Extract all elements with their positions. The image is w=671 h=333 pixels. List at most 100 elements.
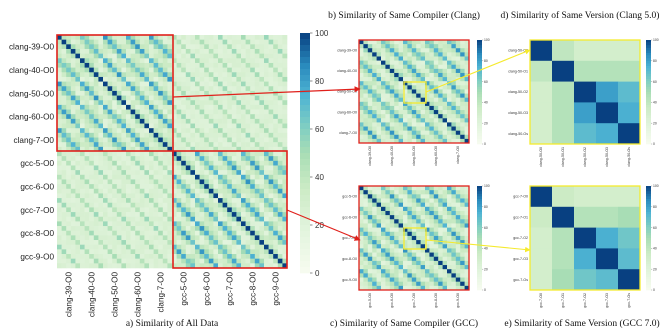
heatmap-cell — [190, 142, 196, 148]
heatmap-cell — [282, 53, 288, 59]
heatmap-cell — [195, 202, 200, 208]
heatmap-cell — [135, 109, 141, 115]
heatmap-cell — [89, 142, 95, 148]
heatmap-cell — [460, 77, 465, 82]
heatmap-cell — [80, 193, 85, 199]
heatmap-cell — [98, 193, 104, 199]
heatmap-cell — [254, 72, 260, 78]
heatmap-cell — [144, 235, 150, 241]
heatmap-cell — [153, 100, 159, 106]
heatmap-cell — [236, 263, 242, 269]
heatmap-cell — [407, 114, 413, 119]
heatmap-cell — [213, 263, 219, 269]
heatmap-cell — [420, 210, 426, 216]
heatmap-cell — [158, 58, 164, 64]
heatmap-cell — [376, 244, 382, 249]
heatmap-cell — [107, 128, 113, 134]
heatmap-cell — [259, 263, 265, 269]
heatmap-cell — [121, 198, 127, 204]
heatmap-cell — [385, 215, 391, 220]
heatmap-cell — [245, 146, 251, 152]
heatmap-cell — [425, 235, 430, 241]
heatmap-cell — [241, 179, 246, 185]
heatmap-cell — [451, 56, 457, 61]
heatmap-cell — [241, 95, 246, 101]
heatmap-cell — [254, 53, 260, 59]
heatmap-cell — [172, 118, 177, 124]
heatmap-cell — [208, 202, 214, 208]
heatmap-cell — [153, 263, 159, 269]
heatmap-cell — [420, 85, 426, 90]
heatmap-cell — [149, 48, 154, 54]
heatmap-cell — [411, 206, 417, 212]
heatmap-cell — [259, 146, 265, 152]
heatmap-cell — [464, 248, 470, 253]
heatmap-cell — [204, 90, 210, 96]
heatmap-cell — [116, 95, 122, 101]
heatmap-cell — [254, 188, 260, 194]
heatmap-cell — [455, 126, 461, 131]
heatmap-cell — [464, 256, 470, 262]
heatmap-cell — [420, 68, 426, 74]
heatmap-cell — [66, 184, 72, 190]
heatmap-cell — [112, 174, 118, 180]
heatmap-cell — [158, 53, 164, 59]
heatmap-cell — [403, 256, 408, 262]
heatmap-cell — [552, 60, 575, 82]
row-tick-label: gcc-9-O0 — [20, 252, 54, 261]
heatmap-cell — [282, 254, 288, 259]
heatmap-cell — [416, 285, 421, 291]
heatmap-cell — [190, 249, 196, 255]
row-tick-label: gcc-9-O0 — [342, 278, 357, 282]
heatmap-cell — [153, 170, 159, 176]
heatmap-cell — [464, 281, 470, 287]
heatmap-cell — [185, 86, 191, 92]
heatmap-cell — [158, 76, 164, 82]
heatmap-cell — [433, 93, 439, 98]
heatmap-cell — [241, 86, 246, 92]
colorbar-segment — [477, 141, 482, 145]
heatmap-cell — [282, 72, 288, 78]
heatmap-cell — [222, 179, 228, 185]
heatmap-cell — [264, 188, 269, 194]
heatmap-cell — [442, 85, 448, 90]
heatmap-cell — [167, 207, 173, 213]
heatmap-cell — [135, 132, 141, 138]
heatmap-cell — [121, 114, 127, 120]
colorbar-segment — [477, 102, 482, 106]
heatmap-cell — [264, 44, 269, 50]
heatmap-cell — [208, 81, 214, 87]
heatmap-cell — [89, 86, 95, 92]
heatmap-cell — [176, 156, 182, 162]
colorbar-segment — [646, 86, 651, 90]
heatmap-cell — [250, 72, 256, 78]
heatmap-cell — [218, 165, 223, 171]
heatmap-cell — [268, 249, 274, 255]
heatmap-cell — [464, 285, 470, 291]
heatmap-cell — [172, 95, 177, 101]
heatmap-cell — [195, 193, 200, 199]
heatmap-cell — [185, 263, 191, 269]
heatmap-cell — [190, 48, 196, 54]
heatmap-cell — [103, 90, 108, 96]
heatmap-cell — [181, 35, 187, 40]
heatmap-cell — [372, 130, 377, 136]
heatmap-cell — [222, 156, 228, 162]
heatmap-cell — [190, 258, 196, 264]
heatmap-cell — [185, 207, 191, 213]
heatmap-cell — [144, 226, 150, 232]
heatmap-cell — [185, 198, 191, 204]
heatmap-cell — [394, 105, 399, 111]
colorbar-tick-label: 100 — [484, 184, 490, 188]
heatmap-cell — [451, 256, 457, 262]
heatmap-cell — [107, 156, 113, 162]
heatmap-cell — [84, 86, 90, 92]
heatmap-cell — [447, 114, 452, 119]
heatmap-cell — [381, 122, 386, 127]
colorbar-segment — [646, 99, 651, 103]
heatmap-cell — [429, 93, 435, 98]
heatmap-cell — [116, 263, 122, 269]
heatmap-cell — [89, 81, 95, 87]
heatmap-cell — [236, 123, 242, 129]
heatmap-cell — [199, 212, 205, 218]
